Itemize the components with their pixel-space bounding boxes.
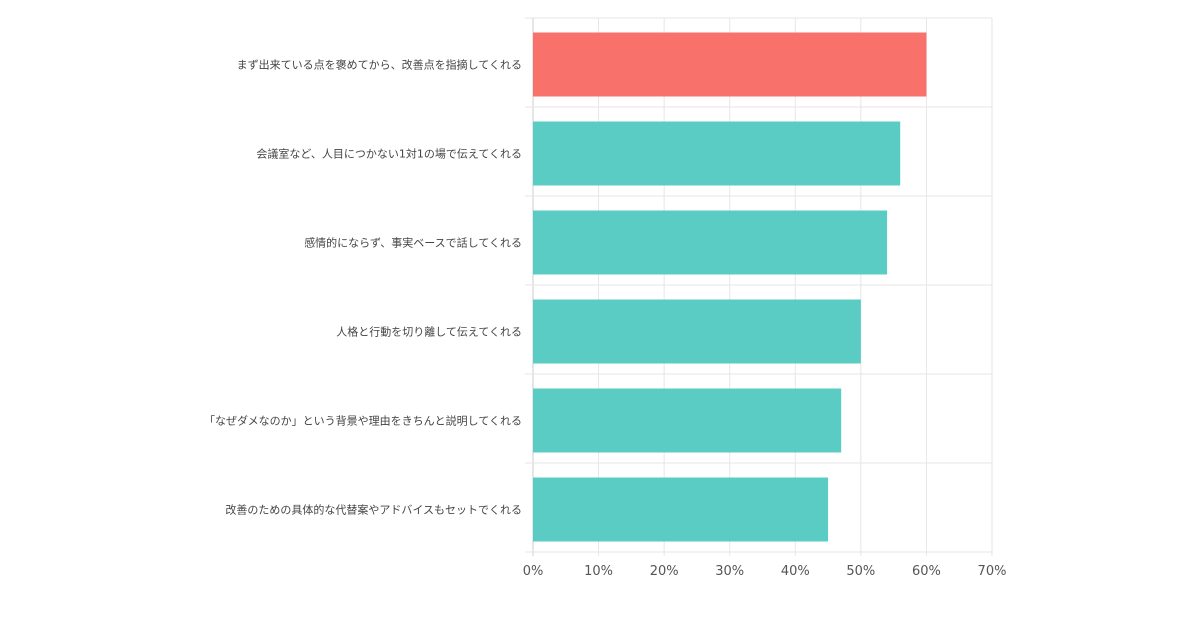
grid-layer bbox=[525, 17, 993, 556]
bar bbox=[533, 388, 842, 453]
bar bbox=[533, 477, 829, 542]
category-label-layer: まず出来ている点を褒めてから、改善点を指摘してくれる会議室など、人目につかない1… bbox=[204, 58, 522, 517]
bar bbox=[533, 32, 927, 97]
bar bbox=[533, 121, 901, 186]
tick-label-layer: 0% 10% 20% 30% 40% 50% 60% 70% bbox=[523, 564, 1007, 579]
x-tick-label: 60% bbox=[912, 564, 941, 579]
bar bbox=[533, 210, 888, 275]
x-tick-label: 50% bbox=[846, 564, 875, 579]
category-label: まず出来ている点を褒めてから、改善点を指摘してくれる bbox=[237, 58, 522, 72]
bar-layer bbox=[533, 32, 927, 542]
category-label: 改善のための具体的な代替案やアドバイスもセットでくれる bbox=[225, 503, 522, 517]
category-label: 会議室など、人目につかない1対1の場で伝えてくれる bbox=[256, 147, 522, 161]
x-tick-label: 40% bbox=[781, 564, 810, 579]
x-tick-label: 0% bbox=[523, 564, 544, 579]
x-tick-label: 70% bbox=[978, 564, 1007, 579]
x-tick-label: 10% bbox=[584, 564, 613, 579]
category-label: 感情的にならず、事実ベースで話してくれる bbox=[304, 236, 522, 250]
x-tick-label: 30% bbox=[715, 564, 744, 579]
bar bbox=[533, 299, 861, 364]
category-label: 「なぜダメなのか」という背景や理由をきちんと説明してくれる bbox=[204, 414, 522, 428]
category-label: 人格と行動を切り離して伝えてくれる bbox=[336, 325, 522, 339]
x-tick-label: 20% bbox=[650, 564, 679, 579]
